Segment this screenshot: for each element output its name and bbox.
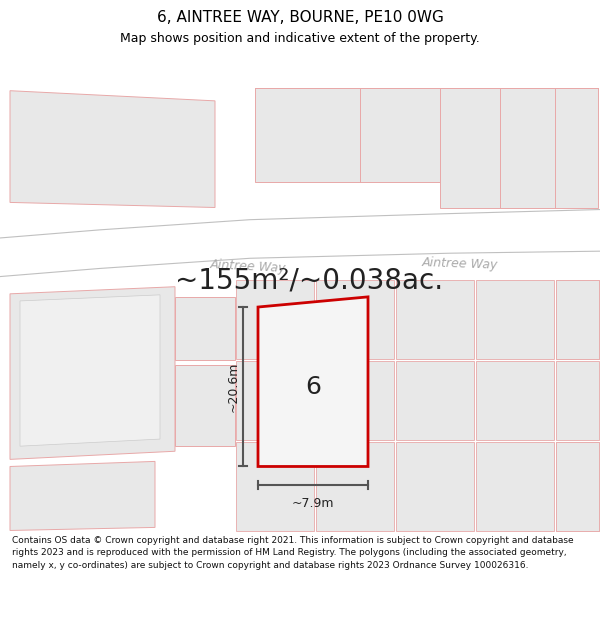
Bar [396, 361, 474, 440]
Polygon shape [258, 297, 368, 466]
Polygon shape [0, 209, 600, 276]
Bar [396, 442, 474, 531]
Bar [556, 279, 599, 359]
Bar [556, 279, 599, 359]
Polygon shape [20, 295, 160, 446]
Bar [396, 279, 474, 359]
Bar [236, 442, 314, 531]
Polygon shape [175, 365, 235, 446]
Text: ~155m²/~0.038ac.: ~155m²/~0.038ac. [175, 266, 443, 294]
Bar [316, 361, 394, 440]
Bar [476, 279, 554, 359]
Text: 6: 6 [305, 375, 321, 399]
Bar [476, 442, 554, 531]
Text: Map shows position and indicative extent of the property.: Map shows position and indicative extent… [120, 32, 480, 46]
Text: ~7.9m: ~7.9m [292, 497, 334, 510]
Text: Aintree Way: Aintree Way [422, 256, 498, 272]
Polygon shape [255, 88, 440, 182]
Text: Contains OS data © Crown copyright and database right 2021. This information is : Contains OS data © Crown copyright and d… [12, 536, 574, 569]
Text: ~20.6m: ~20.6m [227, 362, 239, 412]
Bar [316, 442, 394, 531]
Polygon shape [10, 287, 175, 459]
Polygon shape [10, 91, 215, 208]
Bar [236, 279, 314, 359]
Bar [476, 361, 554, 440]
Bar [236, 361, 314, 440]
Text: 6, AINTREE WAY, BOURNE, PE10 0WG: 6, AINTREE WAY, BOURNE, PE10 0WG [157, 10, 443, 25]
Bar [316, 279, 394, 359]
Polygon shape [175, 297, 235, 360]
Bar [556, 442, 599, 531]
Bar [556, 361, 599, 440]
Polygon shape [440, 88, 598, 208]
Bar [556, 442, 599, 531]
Text: Aintree Way: Aintree Way [210, 258, 287, 275]
Polygon shape [10, 461, 155, 531]
